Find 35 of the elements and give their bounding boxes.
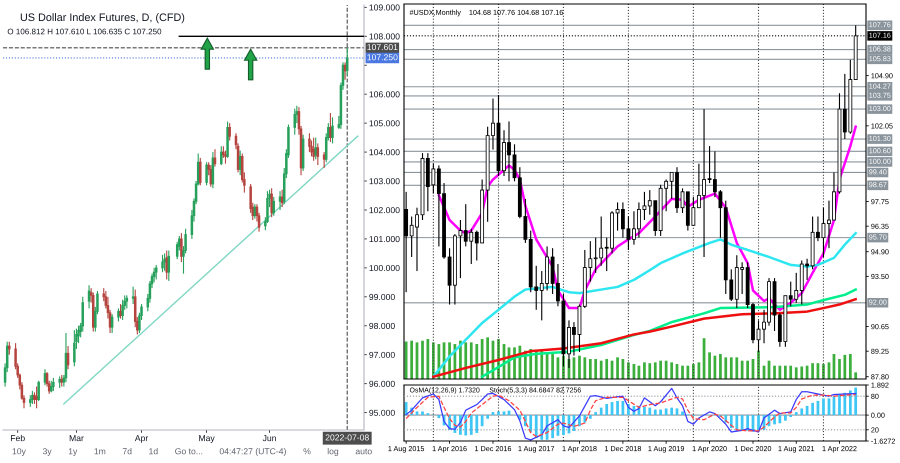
y-tick-label: 97.000 [369, 352, 395, 358]
y-tick-label: 101.000 [370, 236, 400, 242]
x-tick-label: Mar [70, 435, 84, 442]
y-tick-label: 108.000 [370, 33, 400, 40]
text: 1m [94, 448, 106, 454]
y-tick-label: 98.000 [369, 322, 395, 329]
text: auto [356, 448, 372, 454]
x-tick-label: Jun [262, 435, 276, 442]
y-tick-label: 100.000 [370, 264, 400, 272]
text: 04:47:27 (UTC-4) [220, 448, 286, 456]
y-tick-label: 106.000 [370, 91, 400, 98]
text: log [328, 448, 338, 456]
y-tick-label: 103.000 [370, 178, 400, 184]
ref-line-label: 107.601 [367, 44, 398, 50]
text: 10y [12, 448, 26, 456]
text: 1y [68, 448, 78, 456]
ref-line-label: 107.250 [367, 54, 398, 60]
x-tick-label: Feb [10, 434, 25, 442]
text: O 106.812 H 107.610 L 106.635 C 107.250 [8, 28, 162, 34]
y-tick-label: 105.000 [370, 120, 400, 126]
ref-line-label: 2022-07-08 [326, 434, 369, 440]
y-tick-label: 96.000 [369, 380, 395, 387]
x-tick-label: Apr [134, 435, 148, 443]
y-tick-label: 104.000 [370, 149, 400, 156]
y-tick-label: 102.000 [370, 207, 400, 214]
text: 1d [149, 448, 158, 454]
y-tick-label: 95.000 [369, 410, 395, 416]
x-tick-label: May [199, 435, 215, 443]
y-tick-label: 99.000 [369, 294, 395, 300]
text: 7d [122, 448, 132, 454]
text: US Dollar Index Futures, D, (CFD) [20, 13, 184, 24]
text: % [303, 448, 311, 454]
y-tick-label: 109.000 [370, 4, 400, 11]
text: 3y [42, 448, 52, 456]
text: Go to... [175, 448, 202, 454]
